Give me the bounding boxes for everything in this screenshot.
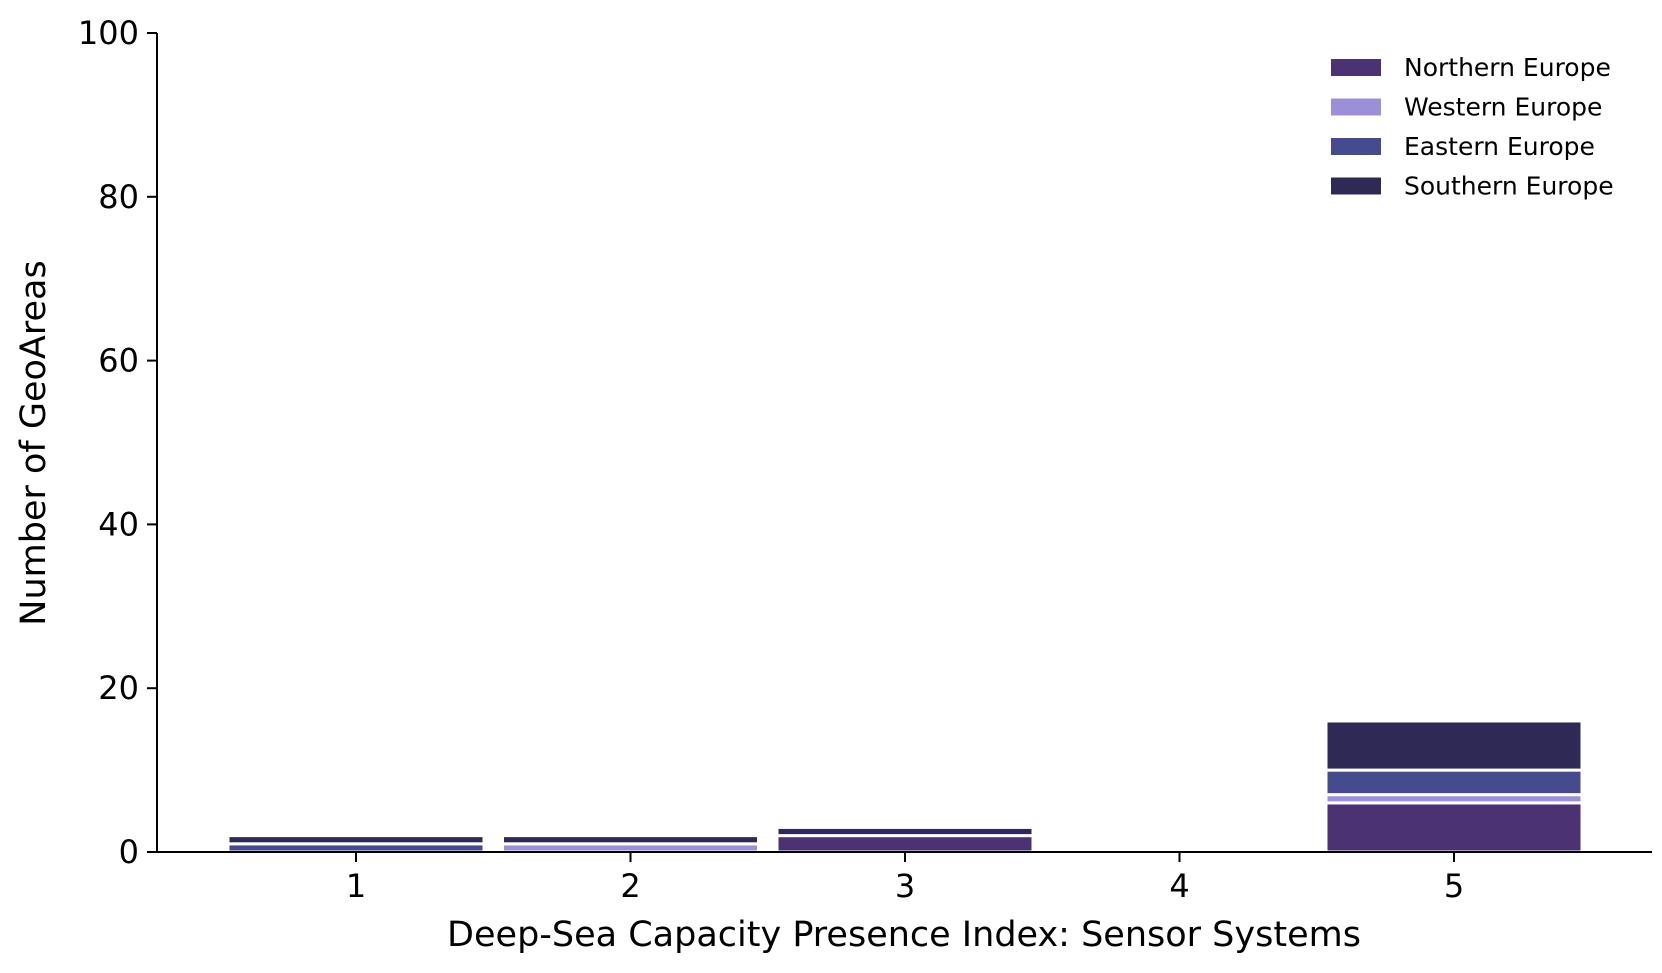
legend-label: Southern Europe: [1404, 172, 1614, 201]
y-tick-label: 20: [98, 669, 139, 707]
bar-segment: [501, 834, 760, 846]
legend: Northern Europe Western Europe Eastern Eur…: [1331, 53, 1614, 201]
legend-label: Northern Europe: [1404, 53, 1611, 82]
legend-label: Western Europe: [1404, 93, 1602, 122]
bar-segment: [1324, 801, 1584, 854]
x-tick-label: 5: [1444, 867, 1464, 905]
legend-label: Eastern Europe: [1404, 132, 1595, 161]
y-tick-label: 40: [98, 505, 139, 543]
y-axis-title: Number of GeoAreas: [14, 260, 54, 625]
legend-swatch: [1331, 177, 1381, 195]
bar-segment: [226, 834, 486, 846]
bars-layer: [226, 719, 1584, 854]
y-tick-label: 100: [78, 14, 139, 52]
x-axis-title: Deep-Sea Capacity Presence Index: Sensor…: [447, 915, 1361, 955]
x-tick-label: 3: [895, 867, 915, 905]
x-tick-label: 1: [346, 867, 366, 905]
bar-segment: [1324, 719, 1584, 772]
legend-swatch: [1331, 59, 1381, 76]
y-tick-label: 60: [98, 342, 139, 380]
legend-swatch: [1331, 98, 1381, 116]
x-tick-label: 4: [1169, 867, 1189, 905]
bar-segment: [775, 834, 1035, 854]
y-tick-label: 0: [119, 833, 139, 871]
bar-segment: [775, 825, 1035, 838]
ticks-layer: 1 2 3 4 5 0 20 40 60 80 100: [78, 14, 1464, 905]
x-tick-label: 2: [620, 867, 640, 905]
bar-segment: [1324, 768, 1584, 797]
legend-swatch: [1331, 138, 1381, 155]
y-tick-label: 80: [98, 178, 139, 216]
